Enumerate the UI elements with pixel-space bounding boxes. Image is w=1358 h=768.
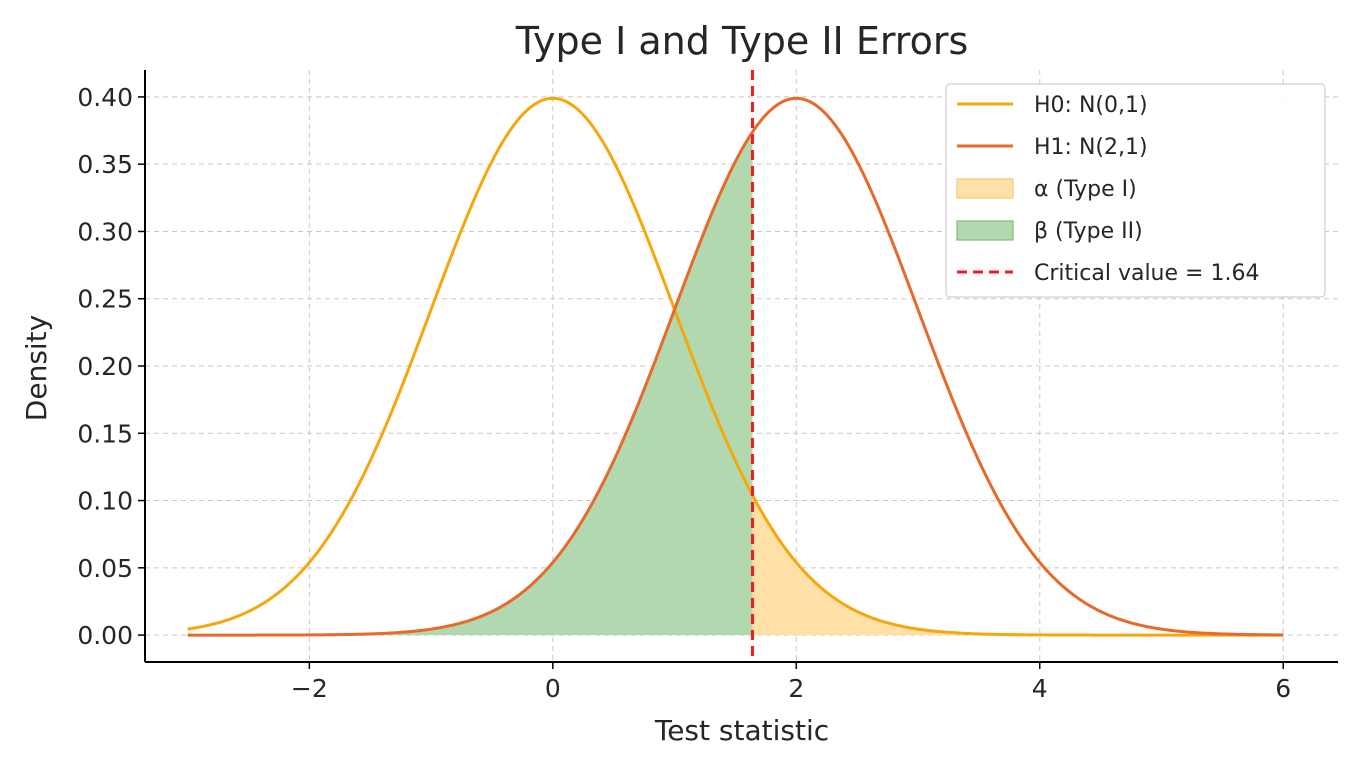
y-tick-label-6: 0.30 (77, 217, 133, 246)
legend: H0: N(0,1) H1: N(2,1) α (Type I) β (Type… (945, 83, 1326, 298)
x-tick-label-4: 6 (1275, 674, 1291, 703)
legend-swatch-alpha (956, 178, 1014, 199)
legend-label-h0: H0: N(0,1) (1034, 93, 1148, 118)
legend-label-h1: H1: N(2,1) (1034, 135, 1148, 160)
h0-curve (187, 96, 1284, 637)
y-tick-label-2: 0.10 (77, 487, 133, 516)
y-tick-label-0: 0.00 (77, 621, 133, 650)
legend-label-alpha: α (Type I) (1034, 177, 1137, 202)
shaded-areas (187, 132, 1284, 636)
y-tick-label-1: 0.05 (77, 554, 133, 583)
chart-title: Type I and Type II Errors (515, 19, 969, 63)
x-tick-label-2: 2 (788, 674, 804, 703)
legend-label-beta: β (Type II) (1034, 219, 1143, 244)
legend-swatch-beta (956, 220, 1014, 241)
y-tick-label-3: 0.15 (77, 419, 133, 448)
legend-frame (945, 83, 1326, 298)
y-tick-label-5: 0.25 (77, 285, 133, 314)
y-tick-label-8: 0.40 (77, 83, 133, 112)
legend-label-critical: Critical value = 1.64 (1034, 261, 1259, 286)
y-ticks: 0.00 0.05 0.10 0.15 0.20 0.25 0.30 0.35 0.40 (77, 83, 145, 650)
x-axis-label: Test statistic (654, 714, 829, 747)
h1-curve (187, 96, 1284, 637)
y-axis-label: Density (20, 315, 53, 421)
y-tick-label-7: 0.35 (77, 150, 133, 179)
x-tick-label-0: −2 (291, 674, 328, 703)
x-tick-label-1: 0 (545, 674, 561, 703)
curves (187, 96, 1284, 637)
x-tick-label-3: 4 (1032, 674, 1048, 703)
y-tick-label-4: 0.20 (77, 352, 133, 381)
x-ticks: −2 0 2 4 6 (291, 662, 1291, 703)
alpha-area (752, 495, 1284, 636)
beta-area (187, 132, 753, 636)
